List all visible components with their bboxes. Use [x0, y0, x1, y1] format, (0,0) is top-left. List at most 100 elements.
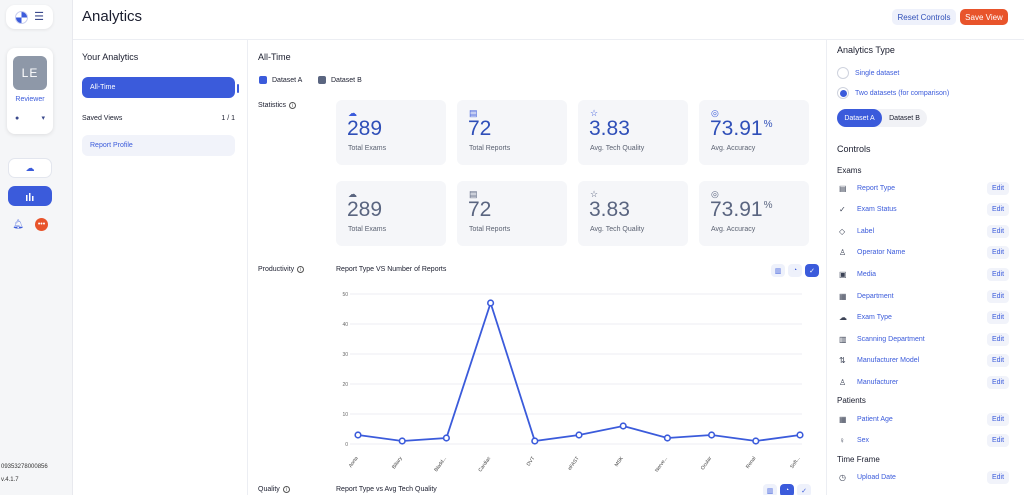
- stat-label: Avg. Tech Quality: [590, 145, 645, 152]
- analytics-list-title: Your Analytics: [82, 52, 139, 62]
- edit-button[interactable]: Edit: [987, 354, 1009, 368]
- data-point[interactable]: [531, 437, 539, 445]
- pie-chart-icon[interactable]: ◔: [780, 484, 794, 495]
- control-label[interactable]: Scanning Department: [857, 335, 925, 343]
- patients-title: Patients: [837, 396, 866, 405]
- control-label[interactable]: Label: [857, 227, 875, 235]
- productivity-line-chart: 0 10 20 30 40 50 Aorta Biliary Bladd... Cardiac DV…: [342, 292, 804, 473]
- people-icon: ♙: [839, 377, 847, 387]
- saved-view-item[interactable]: Report Profile: [82, 135, 235, 156]
- control-label[interactable]: Manufacturer Model: [857, 357, 920, 365]
- tab-dataset-b[interactable]: Dataset B: [889, 114, 920, 122]
- control-row: ▦ Department Edit: [839, 289, 1009, 303]
- x-tick-label: eFAST: [567, 456, 581, 472]
- device-id: 09353278000856: [1, 464, 48, 470]
- edit-button[interactable]: Edit: [987, 267, 1009, 281]
- avatar[interactable]: LE: [13, 56, 47, 90]
- data-point[interactable]: [354, 431, 362, 439]
- data-point[interactable]: [708, 431, 716, 439]
- edit-button[interactable]: Edit: [987, 470, 1009, 484]
- control-row: ☁ Exam Type Edit: [839, 311, 1009, 325]
- saved-views-pagination: 1 / 1: [221, 115, 235, 122]
- control-label[interactable]: Exam Status: [857, 206, 897, 214]
- data-point[interactable]: [487, 299, 495, 307]
- legend-dataset-b[interactable]: Dataset B: [318, 76, 362, 84]
- x-tick-label: Bladd...: [433, 456, 448, 473]
- radio-button[interactable]: [837, 87, 849, 99]
- quality-label-text: Quality: [258, 486, 280, 493]
- star-icon: ☆: [590, 108, 599, 118]
- nav-analytics-button[interactable]: [8, 186, 52, 206]
- tab-dataset-a[interactable]: Dataset A: [837, 109, 882, 127]
- quality-label: Quality i: [258, 486, 290, 493]
- edit-button[interactable]: Edit: [987, 246, 1009, 260]
- data-point[interactable]: [619, 422, 627, 430]
- edit-button[interactable]: Edit: [987, 412, 1009, 426]
- stat-value: 73.91%: [710, 198, 773, 221]
- flow-icon: ⇅: [839, 356, 846, 366]
- data-point[interactable]: [575, 431, 583, 439]
- edit-button[interactable]: Edit: [987, 434, 1009, 447]
- header-divider: [73, 39, 1024, 40]
- edit-button[interactable]: Edit: [987, 311, 1009, 325]
- line-chart-icon[interactable]: ✓: [797, 484, 811, 495]
- control-row: ◇ Label Edit: [839, 224, 1009, 238]
- data-point[interactable]: [663, 434, 672, 442]
- data-point[interactable]: [442, 434, 450, 442]
- edit-button[interactable]: Edit: [987, 289, 1009, 303]
- control-label[interactable]: Media: [857, 270, 877, 278]
- control-row: ✓ Exam Status Edit: [839, 203, 1009, 217]
- profile-menu[interactable]: ● ▾: [15, 111, 45, 125]
- media-icon: ▣: [839, 269, 847, 279]
- info-icon[interactable]: i: [297, 266, 305, 273]
- reset-controls-button[interactable]: Reset Controls: [892, 9, 956, 25]
- stat-label: Total Reports: [469, 226, 511, 233]
- radio-button[interactable]: [837, 67, 849, 79]
- bell-icon[interactable]: 🔔︎: [12, 218, 24, 229]
- statistics-label-text: Statistics: [258, 102, 287, 109]
- legend-dataset-a[interactable]: Dataset A: [259, 76, 302, 84]
- control-label[interactable]: Sex: [857, 437, 870, 444]
- logo-icon[interactable]: [15, 10, 29, 24]
- edit-button[interactable]: Edit: [987, 224, 1009, 238]
- control-label[interactable]: Operator Name: [857, 249, 906, 257]
- control-row: ▣ Media Edit: [839, 267, 1009, 281]
- nav-upload-button[interactable]: ☁: [8, 158, 52, 178]
- radio-two-datasets[interactable]: Two datasets (for comparison): [837, 87, 949, 99]
- menu-icon[interactable]: ☰: [34, 10, 44, 23]
- bar-chart-icon[interactable]: ▥: [771, 264, 785, 277]
- line-chart-icon[interactable]: ✓: [805, 264, 819, 277]
- x-tick-label: MSK: [614, 455, 626, 468]
- data-point[interactable]: [398, 437, 406, 445]
- control-row: ▤ Report Type Edit: [839, 181, 1009, 195]
- bar-chart-icon[interactable]: ▥: [763, 484, 777, 495]
- edit-button[interactable]: Edit: [987, 203, 1009, 217]
- data-point[interactable]: [752, 437, 760, 445]
- user-role: Reviewer: [15, 96, 45, 103]
- edit-button[interactable]: Edit: [987, 375, 1009, 389]
- stat-value: 73.91%: [710, 117, 773, 140]
- control-label[interactable]: Department: [857, 292, 894, 300]
- edit-button[interactable]: Edit: [987, 332, 1009, 346]
- info-icon[interactable]: i: [289, 102, 297, 109]
- y-tick-label: 40: [342, 322, 348, 328]
- control-label[interactable]: Exam Type: [857, 314, 892, 322]
- control-label[interactable]: Upload Date: [857, 473, 896, 481]
- control-label[interactable]: Patient Age: [857, 415, 893, 423]
- timeframe-title: Time Frame: [837, 455, 880, 464]
- control-label[interactable]: Manufacturer: [857, 378, 899, 386]
- control-row: ♙ Manufacturer Edit: [839, 375, 1009, 389]
- stat-card-total-exams-b: ☁ 289 Total Exams: [336, 181, 446, 246]
- target-icon: ◎: [711, 108, 719, 118]
- save-view-button[interactable]: Save View: [960, 9, 1008, 25]
- data-point[interactable]: [796, 431, 804, 439]
- info-icon[interactable]: i: [282, 486, 290, 493]
- cloud-upload-icon: ☁: [839, 313, 847, 323]
- more-icon[interactable]: •••: [35, 218, 48, 231]
- pie-chart-icon[interactable]: ◔: [788, 264, 802, 277]
- analytics-item-all-time[interactable]: All-Time: [82, 77, 235, 98]
- edit-button[interactable]: Edit: [987, 181, 1009, 195]
- radio-single-dataset[interactable]: Single dataset: [837, 67, 899, 79]
- stat-value: 289: [347, 117, 383, 140]
- control-label[interactable]: Report Type: [857, 184, 896, 192]
